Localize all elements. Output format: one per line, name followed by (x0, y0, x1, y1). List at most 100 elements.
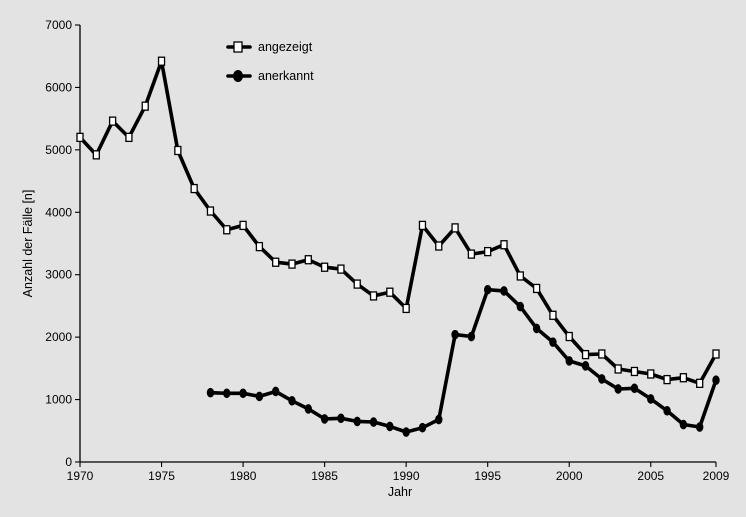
legend-item-anerkannt: anerkannt (226, 69, 314, 83)
y-tick-label: 1000 (45, 393, 72, 407)
legend-label: angezeigt (258, 40, 313, 54)
x-axis-title: Jahr (388, 485, 412, 499)
data-point-anerkannt (532, 323, 541, 334)
data-point-angezeigt (435, 241, 443, 251)
data-point-angezeigt (272, 257, 280, 267)
y-tick-label: 2000 (45, 330, 72, 344)
series-line-angezeigt (78, 59, 718, 386)
data-point-anerkannt (353, 416, 361, 427)
y-tick-label: 6000 (45, 80, 72, 94)
data-point-angezeigt (92, 150, 100, 160)
data-point-anerkannt (451, 329, 459, 340)
data-point-angezeigt (630, 366, 639, 377)
data-point-angezeigt (647, 369, 655, 379)
data-point-anerkannt (581, 361, 590, 371)
data-point-anerkannt (614, 384, 622, 394)
data-point-angezeigt (418, 220, 427, 231)
legend: angezeigt anerkannt (226, 40, 314, 83)
data-point-angezeigt (206, 206, 215, 216)
data-point-angezeigt (451, 223, 459, 233)
x-tick-label: 2009 (703, 469, 730, 483)
y-tick-label: 4000 (45, 205, 72, 219)
data-point-anerkannt (695, 422, 704, 432)
data-point-anerkannt (679, 419, 688, 430)
data-point-anerkannt (663, 406, 671, 416)
y-axis-title: Anzahl der Fälle [n] (21, 190, 35, 298)
data-point-angezeigt (598, 349, 606, 359)
data-point-angezeigt (467, 249, 476, 259)
axes: 0 1000 2000 3000 4000 5000 6000 7000 1970 1975 198… (45, 18, 729, 483)
legend-label: anerkannt (258, 69, 314, 83)
x-tick-label: 1995 (474, 469, 501, 483)
data-point-angezeigt (679, 373, 688, 383)
y-tick-label: 7000 (45, 18, 72, 32)
x-tick-label: 1985 (311, 469, 338, 483)
data-point-anerkannt (500, 286, 508, 296)
data-point-anerkannt (549, 337, 557, 347)
data-point-anerkannt (206, 387, 215, 398)
legend-item-angezeigt: angezeigt (226, 40, 313, 54)
data-point-angezeigt (353, 279, 361, 289)
data-point-anerkannt (271, 386, 280, 397)
y-tick-label: 5000 (45, 143, 72, 157)
y-tick-label: 3000 (45, 268, 72, 282)
data-point-angezeigt (337, 264, 345, 274)
data-point-angezeigt (190, 183, 198, 194)
data-point-angezeigt (484, 246, 492, 257)
data-point-angezeigt (712, 349, 720, 359)
data-point-angezeigt (157, 56, 166, 66)
data-point-anerkannt (255, 391, 264, 402)
data-point-angezeigt (500, 240, 508, 250)
data-point-angezeigt (696, 378, 704, 388)
x-tick-label: 2005 (637, 469, 664, 483)
data-point-angezeigt (255, 241, 264, 252)
data-point-anerkannt (565, 356, 573, 366)
data-point-anerkannt (320, 414, 329, 424)
data-point-anerkannt (288, 396, 296, 406)
data-point-anerkannt (630, 383, 639, 394)
x-tick-label: 1980 (230, 469, 257, 483)
data-point-anerkannt (304, 404, 313, 414)
legend-marker-square (233, 41, 243, 53)
data-point-angezeigt (320, 262, 329, 272)
data-point-angezeigt (108, 116, 117, 126)
data-point-anerkannt (467, 331, 476, 342)
data-point-anerkannt (337, 413, 345, 424)
data-point-anerkannt (712, 375, 720, 386)
data-point-anerkannt (647, 394, 655, 404)
data-point-angezeigt (565, 331, 573, 342)
data-point-angezeigt (76, 132, 84, 143)
data-point-angezeigt (304, 255, 312, 265)
data-point-anerkannt (598, 374, 606, 384)
data-point-anerkannt (239, 388, 247, 399)
data-point-angezeigt (141, 101, 149, 111)
data-point-angezeigt (402, 303, 410, 314)
legend-marker-circle (233, 70, 243, 82)
x-tick-label: 1990 (393, 469, 420, 483)
data-point-anerkannt (369, 417, 378, 427)
x-tick-label: 1970 (67, 469, 94, 483)
data-point-angezeigt (549, 310, 557, 320)
data-point-anerkannt (402, 427, 410, 437)
data-point-angezeigt (288, 259, 296, 269)
data-point-angezeigt (532, 283, 541, 294)
data-point-angezeigt (386, 287, 394, 297)
data-point-angezeigt (174, 145, 182, 156)
series-angezeigt (76, 56, 720, 388)
x-tick-label: 2000 (556, 469, 583, 483)
x-tick-label: 1975 (148, 469, 175, 483)
data-point-angezeigt (581, 349, 590, 360)
data-point-angezeigt (369, 291, 378, 301)
data-point-angezeigt (125, 132, 133, 143)
data-point-anerkannt (386, 421, 394, 432)
data-point-anerkannt (223, 388, 231, 399)
data-point-angezeigt (516, 271, 524, 281)
data-point-anerkannt (483, 284, 492, 295)
series-line-anerkannt (208, 287, 718, 434)
data-point-angezeigt (239, 220, 247, 231)
data-point-anerkannt (418, 422, 427, 433)
data-point-angezeigt (223, 225, 231, 235)
series-layer (76, 56, 720, 437)
data-point-anerkannt (435, 414, 443, 425)
